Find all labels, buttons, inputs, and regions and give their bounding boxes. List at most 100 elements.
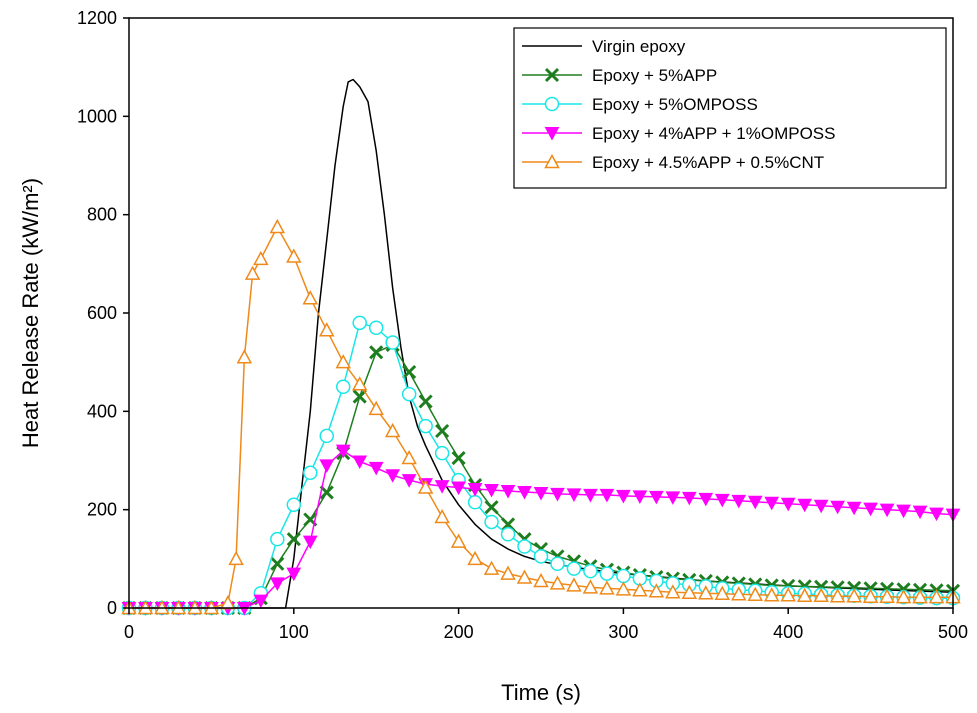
series-5-point bbox=[895, 589, 912, 604]
series-2-point-stroke-b bbox=[352, 389, 367, 404]
series-3-point bbox=[484, 514, 499, 530]
series-5-point bbox=[228, 550, 244, 566]
legend-swatch-marker bbox=[544, 153, 560, 169]
x-tick-label: 100 bbox=[279, 622, 309, 642]
series-2-point bbox=[484, 500, 499, 515]
series-4-point bbox=[830, 500, 845, 515]
series-5-point bbox=[244, 265, 261, 280]
series-4-point bbox=[632, 490, 648, 504]
series-5-point bbox=[796, 587, 813, 602]
series-4-point bbox=[368, 461, 384, 476]
series-5-point bbox=[813, 587, 829, 602]
y-tick-label: 1200 bbox=[77, 8, 117, 28]
series-3-point bbox=[517, 539, 532, 554]
series-3-point bbox=[286, 497, 302, 512]
series-4-point bbox=[550, 487, 565, 502]
series-3-point bbox=[368, 320, 384, 335]
series-2-point bbox=[402, 364, 417, 380]
series-5-point bbox=[483, 560, 500, 575]
series-4-point bbox=[616, 489, 631, 504]
series-4-point bbox=[269, 577, 285, 591]
series-2-point bbox=[319, 485, 334, 500]
series-2-point-stroke-b bbox=[435, 423, 450, 439]
series-5-point bbox=[763, 587, 780, 602]
series-5-point bbox=[516, 569, 533, 584]
series-5-point bbox=[648, 583, 665, 598]
y-tick-label: 200 bbox=[87, 500, 117, 520]
x-axis-title: Time (s) bbox=[501, 680, 581, 705]
legend-swatch-marker bbox=[544, 96, 560, 112]
y-axis-title: Heat Release Rate (kW/m²) bbox=[18, 178, 43, 448]
series-5-point bbox=[319, 322, 335, 337]
series-5-point bbox=[236, 349, 253, 364]
series-5-point bbox=[351, 376, 368, 391]
series-3-point bbox=[335, 379, 351, 394]
x-tick-label: 200 bbox=[444, 622, 474, 642]
series-4-point bbox=[500, 484, 516, 499]
axes-layer: 0 100 200 300 400 500 0 200 400 600 800 1000 1200 bbox=[77, 8, 968, 642]
series-4-point bbox=[533, 486, 549, 501]
series-3-point bbox=[303, 465, 318, 481]
series-5-point bbox=[253, 250, 269, 266]
legend-swatch-marker bbox=[544, 127, 560, 141]
series-5-point bbox=[780, 587, 796, 602]
series-3-point bbox=[583, 563, 598, 579]
series-4-point bbox=[599, 488, 615, 503]
series-2-point-stroke-b bbox=[286, 532, 301, 547]
series-5-point bbox=[566, 577, 582, 592]
legend-swatch-marker-stroke-b bbox=[544, 67, 560, 83]
series-3-point bbox=[566, 561, 582, 576]
series-2-point bbox=[435, 423, 450, 439]
series-2-point-stroke-b bbox=[418, 394, 433, 409]
series-4-point bbox=[583, 488, 598, 503]
series-2-point bbox=[451, 450, 466, 466]
legend-label: Epoxy + 5%APP bbox=[592, 66, 717, 85]
series-4-point bbox=[846, 501, 862, 516]
series-3-point bbox=[616, 568, 631, 584]
series-2-point bbox=[286, 532, 301, 547]
series-4-point bbox=[451, 481, 466, 496]
series-2-point-stroke-b bbox=[484, 500, 499, 515]
series-3-point bbox=[500, 527, 516, 542]
series-5-point bbox=[269, 218, 286, 234]
series-2-point bbox=[369, 345, 384, 360]
series-3-point bbox=[434, 445, 450, 461]
series-4-point bbox=[681, 491, 697, 506]
series-5-point bbox=[846, 588, 862, 603]
series-5-point bbox=[368, 400, 384, 416]
series-2-point-stroke-b bbox=[451, 450, 466, 466]
series-5-point bbox=[582, 579, 599, 594]
series-5-point bbox=[912, 589, 928, 604]
series-4-point bbox=[484, 484, 499, 498]
series-3-point bbox=[599, 566, 615, 581]
series-5-point bbox=[747, 586, 763, 601]
series-4-point bbox=[797, 498, 813, 513]
series-5-point bbox=[434, 508, 450, 524]
series-3-point bbox=[533, 549, 549, 564]
series-5 bbox=[121, 218, 961, 615]
series-4-point bbox=[352, 455, 368, 470]
series-5-point bbox=[731, 586, 747, 601]
series-4-point bbox=[764, 496, 780, 511]
legend-label: Epoxy + 5%OMPOSS bbox=[592, 95, 758, 114]
series-4-point bbox=[731, 494, 747, 509]
series-5-point bbox=[500, 565, 516, 580]
series-5-point bbox=[533, 572, 549, 588]
series-4-point bbox=[434, 480, 450, 494]
legend: Virgin epoxy Epoxy + 5%APP Epoxy + 5%OMPOS… bbox=[513, 27, 947, 189]
series-4-point bbox=[286, 567, 302, 582]
series-5-point bbox=[302, 290, 319, 305]
x-tick-label: 300 bbox=[608, 622, 638, 642]
series-5-point bbox=[401, 449, 417, 465]
series-3-point bbox=[352, 315, 367, 331]
legend-swatch-marker bbox=[544, 67, 560, 83]
series-2-point-stroke-b bbox=[303, 512, 318, 527]
series-4-point bbox=[747, 495, 763, 510]
series-4-point bbox=[401, 474, 417, 488]
series-5-point bbox=[417, 479, 434, 494]
series-4-point bbox=[467, 483, 483, 497]
series-5-point bbox=[599, 580, 615, 595]
series-5-point bbox=[286, 248, 302, 263]
series-5-point bbox=[384, 422, 401, 438]
